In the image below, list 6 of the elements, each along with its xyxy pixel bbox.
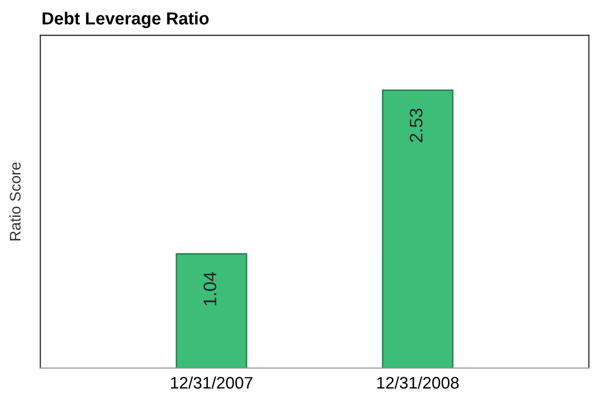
data-label: 1.04: [204, 272, 216, 306]
chart-title: Debt Leverage Ratio: [42, 12, 209, 28]
y-axis-title: Ratio Score: [9, 162, 21, 240]
x-tick-label: 12/31/2008: [377, 376, 459, 389]
x-tick-label: 12/31/2007: [171, 376, 252, 389]
data-label: 2.53: [410, 108, 423, 142]
